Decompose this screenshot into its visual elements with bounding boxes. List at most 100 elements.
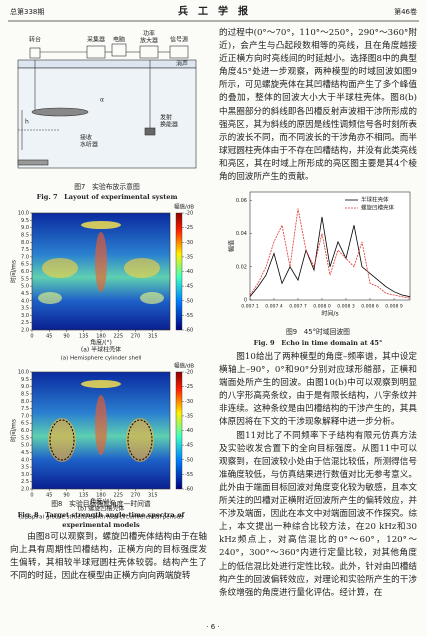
paragraph: 由图8可以观察到，螺旋凹槽壳体结构由于在轴向上具有周期性凹槽结构，正横方向的目标…: [10, 532, 207, 582]
y-tick-label: 5.0: [21, 443, 29, 449]
caption: 图7 实验布放示意图: [74, 182, 140, 191]
x-tick-label: 0.008 0: [313, 304, 331, 310]
colorbar-tick-label: -35: [185, 254, 193, 260]
x-tick-label: 315: [148, 493, 158, 499]
x-tick-label: 225: [113, 334, 123, 340]
y-tick-label: 4.0: [21, 457, 29, 463]
y-tick-label: 7.5: [21, 247, 29, 253]
x-tick-label: 0.007 1: [241, 304, 259, 310]
label: 消声: [176, 60, 188, 68]
colorbar-tick-label: -20: [185, 370, 193, 376]
y-tick-label: 8.5: [21, 391, 29, 397]
x-axis-label: 时间/s: [321, 310, 338, 318]
colorbar-tick-label: -30: [185, 240, 193, 246]
label: 采集器: [87, 36, 105, 44]
colorbar-tick-label: -45: [185, 443, 193, 449]
legend-label: 半球柱壳体: [361, 196, 389, 204]
x-tick-label: 225: [113, 493, 123, 499]
y-tick-label: 4.5: [21, 450, 29, 456]
label: 发射: [160, 114, 172, 122]
y-tick-label: 8.5: [21, 232, 29, 238]
x-axis-label: 角度/(°): [90, 339, 112, 347]
label: h: [25, 119, 29, 126]
paragraph: 的过程中(0°～70°，110°～250°，290°～360°附近)，会产生与凸…: [219, 28, 417, 183]
colorbar-tick-label: -40: [185, 428, 193, 434]
y-tick-label: 6.5: [21, 262, 29, 268]
colorbar-tick-label: -25: [185, 225, 193, 231]
x-tick-label: 270: [131, 493, 141, 499]
y-tick-label: 2.5: [21, 479, 29, 485]
y-tick-label: 6.0: [21, 428, 29, 434]
x-axis-label: 角度/(°): [90, 498, 112, 506]
y-tick-label: 3.0: [21, 472, 29, 478]
y-tick-label: 4.0: [21, 298, 29, 304]
x-tick-label: 0: [30, 493, 33, 499]
y-tick-label: 3.5: [21, 306, 29, 312]
colorbar-tick-label: -45: [185, 284, 193, 290]
colorbar-tick-label: -50: [185, 457, 193, 463]
panel-caption: (b) 螺旋凹槽壳体: [78, 505, 124, 513]
caption: 图8 实验目标强度角度—时间谱: [51, 499, 151, 508]
issue: 总第338期: [10, 7, 44, 16]
heatmap-b: [32, 372, 170, 489]
y-tick-label: 9.5: [21, 377, 29, 383]
label: 换能器: [160, 121, 178, 129]
y-tick-label: 7.5: [21, 406, 29, 412]
y-tick-label: 0: [244, 298, 247, 304]
colorbar-label: 幅值/dB: [174, 203, 194, 211]
y-tick-label: 0.06: [236, 198, 247, 204]
series-line: [249, 216, 411, 298]
label: 接收: [80, 134, 92, 142]
heatmap-a: [32, 213, 170, 330]
caption: Fig. 7 Layout of experimental system: [37, 193, 178, 201]
x-tick-label: 270: [131, 334, 141, 340]
colorbar-tick-label: -50: [185, 298, 193, 304]
y-tick-label: 6.5: [21, 421, 29, 427]
panel-caption: (b) Spiral groove structure with four ci…: [19, 515, 183, 521]
fig7-diagram: [17, 43, 197, 169]
colorbar-tick-label: -35: [185, 413, 193, 419]
y-tick-label: 3.5: [21, 465, 29, 471]
colorbar: [175, 212, 183, 331]
x-tick-label: 0.008 6: [361, 304, 379, 310]
label: α: [100, 97, 104, 104]
y-axis-label: 时间/ms: [10, 419, 18, 442]
volume: 第46卷: [394, 7, 417, 16]
x-tick-label: 90: [63, 334, 69, 340]
y-tick-label: 3.0: [21, 313, 29, 319]
panel-caption: (a) 半球柱壳体: [81, 346, 121, 354]
page-number: · 6 ·: [206, 623, 219, 631]
y-axis-label: 时间/ms: [10, 260, 18, 283]
caption: Fig. 9 Echo in time domain at 45°: [254, 339, 383, 347]
colorbar-tick-label: -55: [185, 313, 193, 319]
y-tick-label: 5.5: [21, 435, 29, 441]
colorbar-tick-label: -25: [185, 384, 193, 390]
panel-caption: (a) Hemisphere cylinder shell: [61, 356, 142, 362]
x-tick-label: 0.007 4: [265, 304, 283, 310]
label: 功率: [143, 30, 155, 38]
y-tick-label: 2.5: [21, 320, 29, 326]
y-tick-label: 10.0: [18, 211, 29, 217]
y-tick-label: 7.0: [21, 413, 29, 419]
y-tick-label: 9.0: [21, 384, 29, 390]
legend-label: 螺旋凹槽壳体: [361, 204, 395, 212]
y-tick-label: 7.0: [21, 254, 29, 260]
caption: Fig. 8 Target strength angle-time spectr…: [18, 511, 186, 519]
y-tick-label: 9.5: [21, 218, 29, 224]
paragraph: 图10给出了两种模型的角度–频率谱，其中设定横轴上–90°，0°和90°分别对应…: [219, 352, 417, 428]
x-tick-label: 0.007 7: [289, 304, 307, 310]
colorbar-tick-label: -60: [185, 487, 193, 493]
x-tick-label: 45: [46, 493, 52, 499]
series-line: [249, 208, 411, 299]
journal: 兵 工 学 报: [178, 5, 248, 18]
y-tick-label: 2.0: [21, 487, 29, 493]
y-tick-label: 2.0: [21, 328, 29, 334]
x-tick-label: 90: [63, 493, 69, 499]
y-tick-label: 4.5: [21, 291, 29, 297]
y-axis-label: 幅值: [228, 240, 236, 252]
label: 水听器: [80, 141, 98, 149]
x-tick-label: 315: [148, 334, 158, 340]
y-tick-label: 10.0: [18, 370, 29, 376]
colorbar: [175, 371, 183, 490]
